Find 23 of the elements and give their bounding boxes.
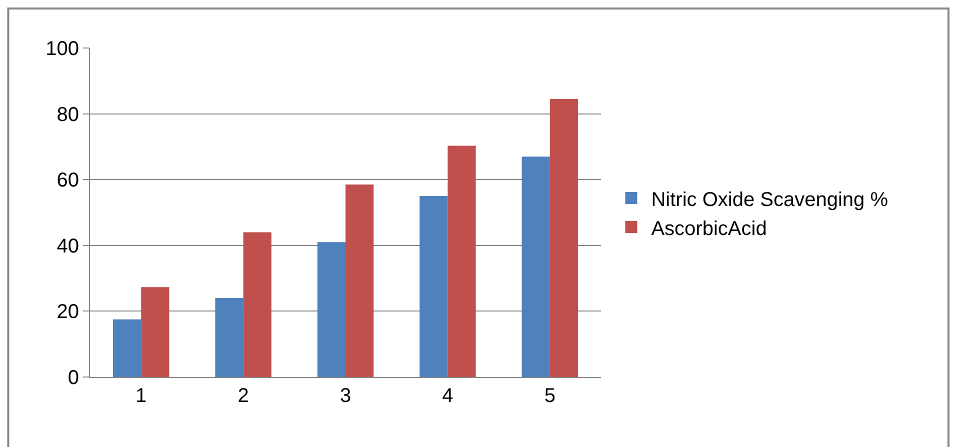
x-tick-label: 2 (238, 385, 249, 407)
y-tick-label: 20 (56, 301, 79, 324)
bar (215, 298, 244, 377)
x-tick-label: 4 (442, 385, 454, 407)
x-tick-label: 3 (340, 385, 352, 407)
y-tick-label: 40 (56, 235, 79, 258)
x-tick-label: 5 (544, 385, 556, 407)
bar (522, 156, 550, 377)
bar (141, 287, 170, 377)
y-tick-label: 80 (56, 104, 79, 126)
legend-label: AscorbicAcid (651, 218, 767, 240)
bar (448, 146, 476, 377)
bar (420, 196, 448, 377)
y-tick-label: 60 (56, 170, 79, 192)
y-tick-label: 100 (46, 38, 79, 60)
bar (550, 99, 578, 377)
x-tick-label: 1 (136, 385, 147, 407)
bar (317, 242, 346, 377)
bar (346, 184, 374, 377)
bar (243, 232, 272, 377)
y-tick-label: 0 (68, 367, 79, 389)
legend-label: Nitric Oxide Scavenging % (651, 188, 888, 211)
bar (112, 319, 142, 377)
